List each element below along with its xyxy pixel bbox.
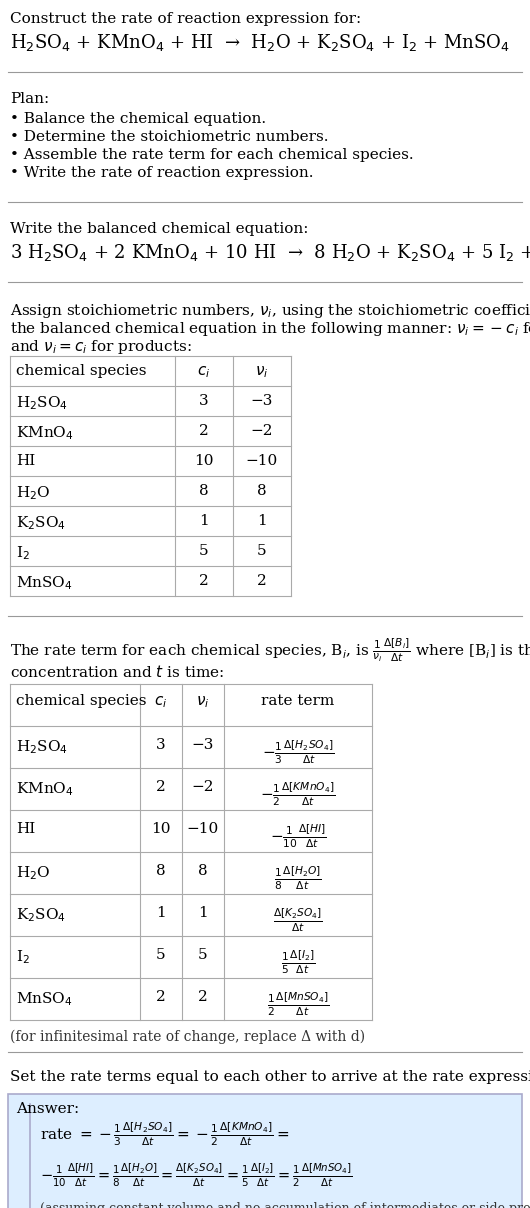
Text: KMnO$_4$: KMnO$_4$	[16, 780, 74, 797]
Text: $-\frac{1}{10}\frac{\Delta[HI]}{\Delta t} = \frac{1}{8}\frac{\Delta[H_2O]}{\Delt: $-\frac{1}{10}\frac{\Delta[HI]}{\Delta t…	[40, 1162, 353, 1190]
Text: 2: 2	[198, 991, 208, 1004]
Text: rate term: rate term	[261, 695, 334, 708]
Text: H$_2$SO$_4$: H$_2$SO$_4$	[16, 394, 68, 412]
Text: Write the balanced chemical equation:: Write the balanced chemical equation:	[10, 222, 308, 236]
Text: and $\nu_i = c_i$ for products:: and $\nu_i = c_i$ for products:	[10, 338, 192, 356]
Text: $\nu_i$: $\nu_i$	[196, 695, 210, 709]
Text: 8: 8	[199, 484, 209, 498]
Text: Assign stoichiometric numbers, $\nu_i$, using the stoichiometric coefficients, $: Assign stoichiometric numbers, $\nu_i$, …	[10, 302, 530, 320]
Text: MnSO$_4$: MnSO$_4$	[16, 574, 73, 592]
Text: 1: 1	[198, 906, 208, 920]
Text: H$_2$SO$_4$: H$_2$SO$_4$	[16, 738, 68, 756]
Text: • Write the rate of reaction expression.: • Write the rate of reaction expression.	[10, 165, 314, 180]
Text: −10: −10	[246, 454, 278, 467]
Text: Set the rate terms equal to each other to arrive at the rate expression:: Set the rate terms equal to each other t…	[10, 1070, 530, 1084]
Text: 2: 2	[156, 991, 166, 1004]
Text: $c_i$: $c_i$	[154, 695, 167, 709]
Text: 2: 2	[156, 780, 166, 794]
Text: KMnO$_4$: KMnO$_4$	[16, 424, 74, 442]
Text: 2: 2	[257, 574, 267, 588]
Text: I$_2$: I$_2$	[16, 544, 30, 562]
Text: concentration and $t$ is time:: concentration and $t$ is time:	[10, 664, 224, 680]
Text: 10: 10	[151, 821, 171, 836]
Text: chemical species: chemical species	[16, 695, 146, 708]
Text: 5: 5	[257, 544, 267, 558]
Text: (assuming constant volume and no accumulation of intermediates or side products): (assuming constant volume and no accumul…	[40, 1202, 530, 1208]
Text: −2: −2	[192, 780, 214, 794]
Text: H$_2$SO$_4$ + KMnO$_4$ + HI  →  H$_2$O + K$_2$SO$_4$ + I$_2$ + MnSO$_4$: H$_2$SO$_4$ + KMnO$_4$ + HI → H$_2$O + K…	[10, 31, 510, 53]
Text: MnSO$_4$: MnSO$_4$	[16, 991, 73, 1007]
Text: HI: HI	[16, 454, 36, 467]
Text: H$_2$O: H$_2$O	[16, 484, 50, 501]
Text: $\frac{1}{5}\frac{\Delta[I_2]}{\Delta t}$: $\frac{1}{5}\frac{\Delta[I_2]}{\Delta t}…	[281, 948, 315, 976]
Text: 8: 8	[198, 864, 208, 878]
Text: 2: 2	[199, 424, 209, 439]
Text: −10: −10	[187, 821, 219, 836]
Text: K$_2$SO$_4$: K$_2$SO$_4$	[16, 513, 66, 532]
Text: $\frac{1}{8}\frac{\Delta[H_2O]}{\Delta t}$: $\frac{1}{8}\frac{\Delta[H_2O]}{\Delta t…	[274, 864, 322, 892]
Text: $c_i$: $c_i$	[197, 364, 210, 379]
Text: −3: −3	[251, 394, 273, 408]
Text: Plan:: Plan:	[10, 92, 49, 106]
Text: H$_2$O: H$_2$O	[16, 864, 50, 882]
Text: 5: 5	[198, 948, 208, 962]
Text: 5: 5	[199, 544, 209, 558]
Text: 10: 10	[195, 454, 214, 467]
Text: 1: 1	[156, 906, 166, 920]
Text: The rate term for each chemical species, B$_i$, is $\frac{1}{\nu_i}\frac{\Delta[: The rate term for each chemical species,…	[10, 635, 530, 663]
Text: −3: −3	[192, 738, 214, 753]
Text: K$_2$SO$_4$: K$_2$SO$_4$	[16, 906, 66, 924]
Text: (for infinitesimal rate of change, replace Δ with d): (for infinitesimal rate of change, repla…	[10, 1030, 365, 1045]
Text: Answer:: Answer:	[16, 1102, 80, 1116]
Text: 8: 8	[257, 484, 267, 498]
Text: 3 H$_2$SO$_4$ + 2 KMnO$_4$ + 10 HI  →  8 H$_2$O + K$_2$SO$_4$ + 5 I$_2$ + 2 MnSO: 3 H$_2$SO$_4$ + 2 KMnO$_4$ + 10 HI → 8 H…	[10, 242, 530, 263]
Text: −2: −2	[251, 424, 273, 439]
Text: 3: 3	[199, 394, 209, 408]
Text: 2: 2	[199, 574, 209, 588]
FancyBboxPatch shape	[8, 1094, 522, 1208]
Text: $\frac{1}{2}\frac{\Delta[MnSO_4]}{\Delta t}$: $\frac{1}{2}\frac{\Delta[MnSO_4]}{\Delta…	[267, 991, 329, 1017]
Text: $\frac{\Delta[K_2SO_4]}{\Delta t}$: $\frac{\Delta[K_2SO_4]}{\Delta t}$	[273, 906, 323, 934]
Text: I$_2$: I$_2$	[16, 948, 30, 965]
Text: rate $= -\frac{1}{3}\frac{\Delta[H_2SO_4]}{\Delta t} = -\frac{1}{2}\frac{\Delta[: rate $= -\frac{1}{3}\frac{\Delta[H_2SO_4…	[40, 1120, 289, 1148]
Text: 1: 1	[199, 513, 209, 528]
Text: • Assemble the rate term for each chemical species.: • Assemble the rate term for each chemic…	[10, 149, 413, 162]
Text: $-\frac{1}{10}\frac{\Delta[HI]}{\Delta t}$: $-\frac{1}{10}\frac{\Delta[HI]}{\Delta t…	[270, 821, 326, 849]
Text: • Balance the chemical equation.: • Balance the chemical equation.	[10, 112, 266, 126]
Text: • Determine the stoichiometric numbers.: • Determine the stoichiometric numbers.	[10, 130, 329, 144]
Text: 5: 5	[156, 948, 166, 962]
Text: $-\frac{1}{3}\frac{\Delta[H_2SO_4]}{\Delta t}$: $-\frac{1}{3}\frac{\Delta[H_2SO_4]}{\Del…	[262, 738, 334, 766]
Text: 8: 8	[156, 864, 166, 878]
Text: the balanced chemical equation in the following manner: $\nu_i = -c_i$ for react: the balanced chemical equation in the fo…	[10, 320, 530, 338]
Text: Construct the rate of reaction expression for:: Construct the rate of reaction expressio…	[10, 12, 361, 27]
Text: 3: 3	[156, 738, 166, 753]
Text: chemical species: chemical species	[16, 364, 146, 378]
Text: $-\frac{1}{2}\frac{\Delta[KMnO_4]}{\Delta t}$: $-\frac{1}{2}\frac{\Delta[KMnO_4]}{\Delt…	[260, 780, 336, 808]
Text: 1: 1	[257, 513, 267, 528]
Text: $\nu_i$: $\nu_i$	[255, 364, 269, 379]
Text: HI: HI	[16, 821, 36, 836]
